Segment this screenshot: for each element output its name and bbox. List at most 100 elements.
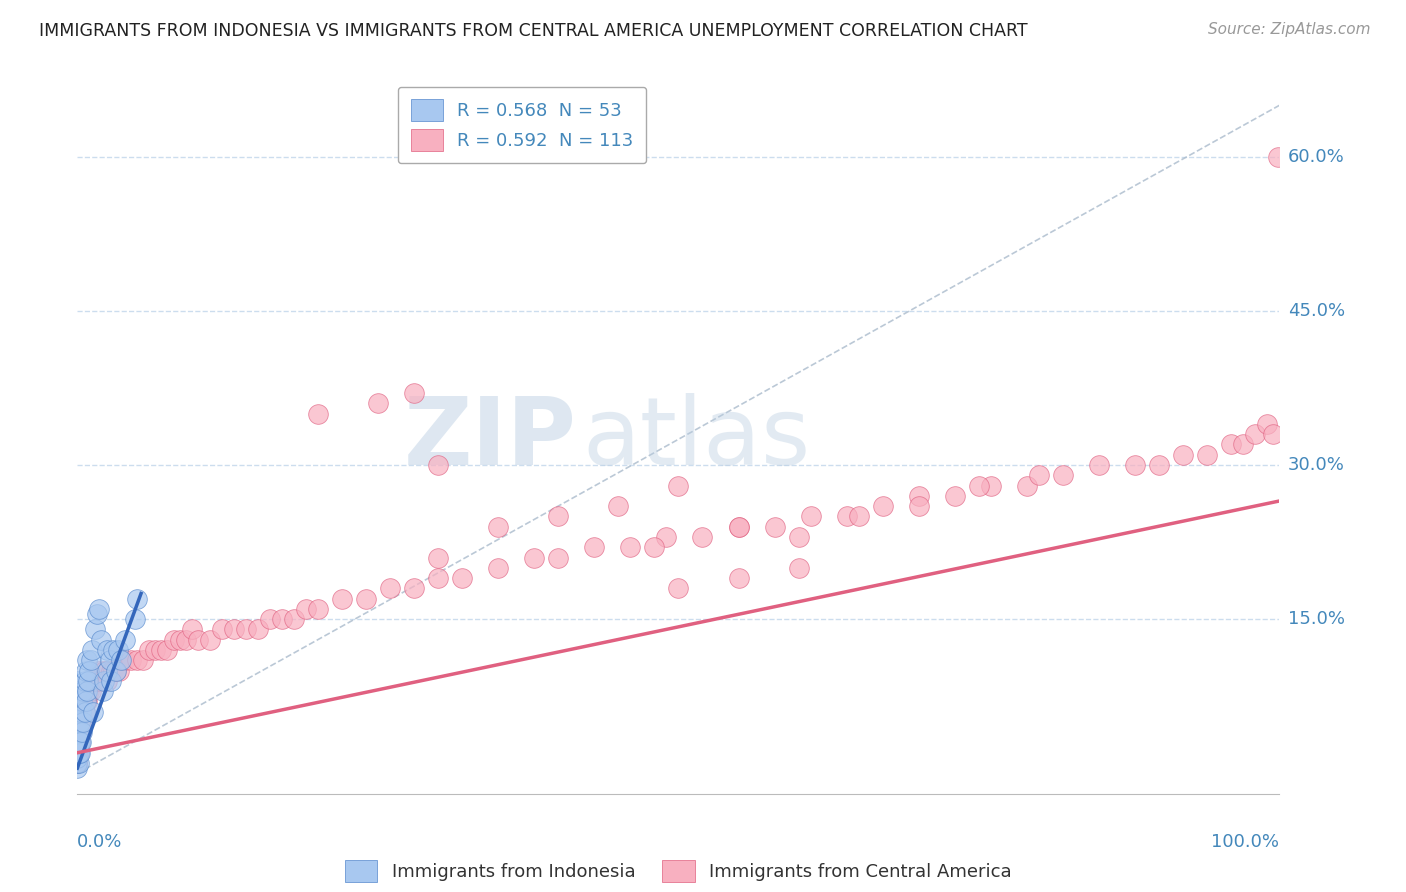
Point xyxy=(1028,468,1050,483)
Point xyxy=(82,673,104,688)
Text: IMMIGRANTS FROM INDONESIA VS IMMIGRANTS FROM CENTRAL AMERICA UNEMPLOYMENT CORREL: IMMIGRANTS FROM INDONESIA VS IMMIGRANTS … xyxy=(39,22,1028,40)
Point xyxy=(583,540,606,554)
Point xyxy=(145,643,167,657)
Point xyxy=(908,499,931,513)
Point xyxy=(79,664,101,678)
Point xyxy=(211,623,233,637)
Point xyxy=(98,653,121,667)
Point xyxy=(1088,458,1111,472)
Point xyxy=(72,714,94,729)
Point xyxy=(77,673,100,688)
Point xyxy=(110,653,132,667)
Point xyxy=(180,623,202,637)
Point xyxy=(668,582,690,596)
Point xyxy=(486,519,509,533)
Point xyxy=(451,571,474,585)
Point xyxy=(619,540,641,554)
Point xyxy=(67,746,90,760)
Point xyxy=(73,705,96,719)
Point xyxy=(76,684,98,698)
Text: 0.0%: 0.0% xyxy=(77,833,122,851)
Point xyxy=(66,705,89,719)
Point xyxy=(307,407,329,421)
Point xyxy=(75,664,97,678)
Point xyxy=(87,664,110,678)
Point xyxy=(66,725,89,739)
Point xyxy=(692,530,714,544)
Point xyxy=(156,643,179,657)
Point xyxy=(104,664,127,678)
Point xyxy=(72,684,94,698)
Text: ZIP: ZIP xyxy=(404,393,576,485)
Point xyxy=(70,694,93,708)
Point xyxy=(66,746,89,760)
Point xyxy=(1256,417,1278,431)
Legend: Immigrants from Indonesia, Immigrants from Central America: Immigrants from Indonesia, Immigrants fr… xyxy=(337,853,1019,889)
Point xyxy=(66,756,89,770)
Point xyxy=(486,561,509,575)
Point xyxy=(70,705,93,719)
Point xyxy=(67,746,90,760)
Point xyxy=(800,509,823,524)
Point xyxy=(607,499,630,513)
Point xyxy=(96,664,118,678)
Point xyxy=(66,684,89,698)
Point xyxy=(84,623,107,637)
Point xyxy=(1149,458,1171,472)
Text: 60.0%: 60.0% xyxy=(1288,148,1344,166)
Point xyxy=(75,694,97,708)
Point xyxy=(1052,468,1074,483)
Point xyxy=(402,582,425,596)
Point xyxy=(547,550,569,565)
Point xyxy=(174,632,197,647)
Point xyxy=(66,735,89,749)
Point xyxy=(104,664,127,678)
Point xyxy=(77,684,100,698)
Point xyxy=(96,643,118,657)
Point xyxy=(1267,150,1289,164)
Point xyxy=(127,653,149,667)
Point xyxy=(93,664,115,678)
Point xyxy=(93,673,115,688)
Point xyxy=(66,673,89,688)
Point xyxy=(1232,437,1254,451)
Point xyxy=(132,653,155,667)
Point xyxy=(120,653,142,667)
Point xyxy=(138,643,160,657)
Point xyxy=(76,653,98,667)
Point xyxy=(547,509,569,524)
Point xyxy=(150,643,173,657)
Point xyxy=(246,623,269,637)
Point xyxy=(270,612,292,626)
Point xyxy=(69,735,91,749)
Point xyxy=(848,509,870,524)
Point xyxy=(72,705,94,719)
Point xyxy=(668,478,690,492)
Point xyxy=(427,550,450,565)
Point xyxy=(114,632,136,647)
Point xyxy=(90,673,112,688)
Point xyxy=(908,489,931,503)
Point xyxy=(66,740,89,755)
Point xyxy=(66,705,89,719)
Point xyxy=(67,756,90,770)
Point xyxy=(727,519,749,533)
Point xyxy=(75,694,97,708)
Text: atlas: atlas xyxy=(582,393,810,485)
Point xyxy=(111,653,134,667)
Point xyxy=(872,499,894,513)
Text: 30.0%: 30.0% xyxy=(1288,456,1344,474)
Point xyxy=(66,725,89,739)
Point xyxy=(107,643,129,657)
Point xyxy=(69,725,91,739)
Point xyxy=(787,530,810,544)
Point xyxy=(73,673,96,688)
Point xyxy=(1244,427,1267,442)
Point xyxy=(66,756,89,770)
Point xyxy=(70,735,93,749)
Point xyxy=(73,705,96,719)
Point xyxy=(69,735,91,749)
Point xyxy=(80,673,103,688)
Point xyxy=(70,725,93,739)
Point xyxy=(402,386,425,401)
